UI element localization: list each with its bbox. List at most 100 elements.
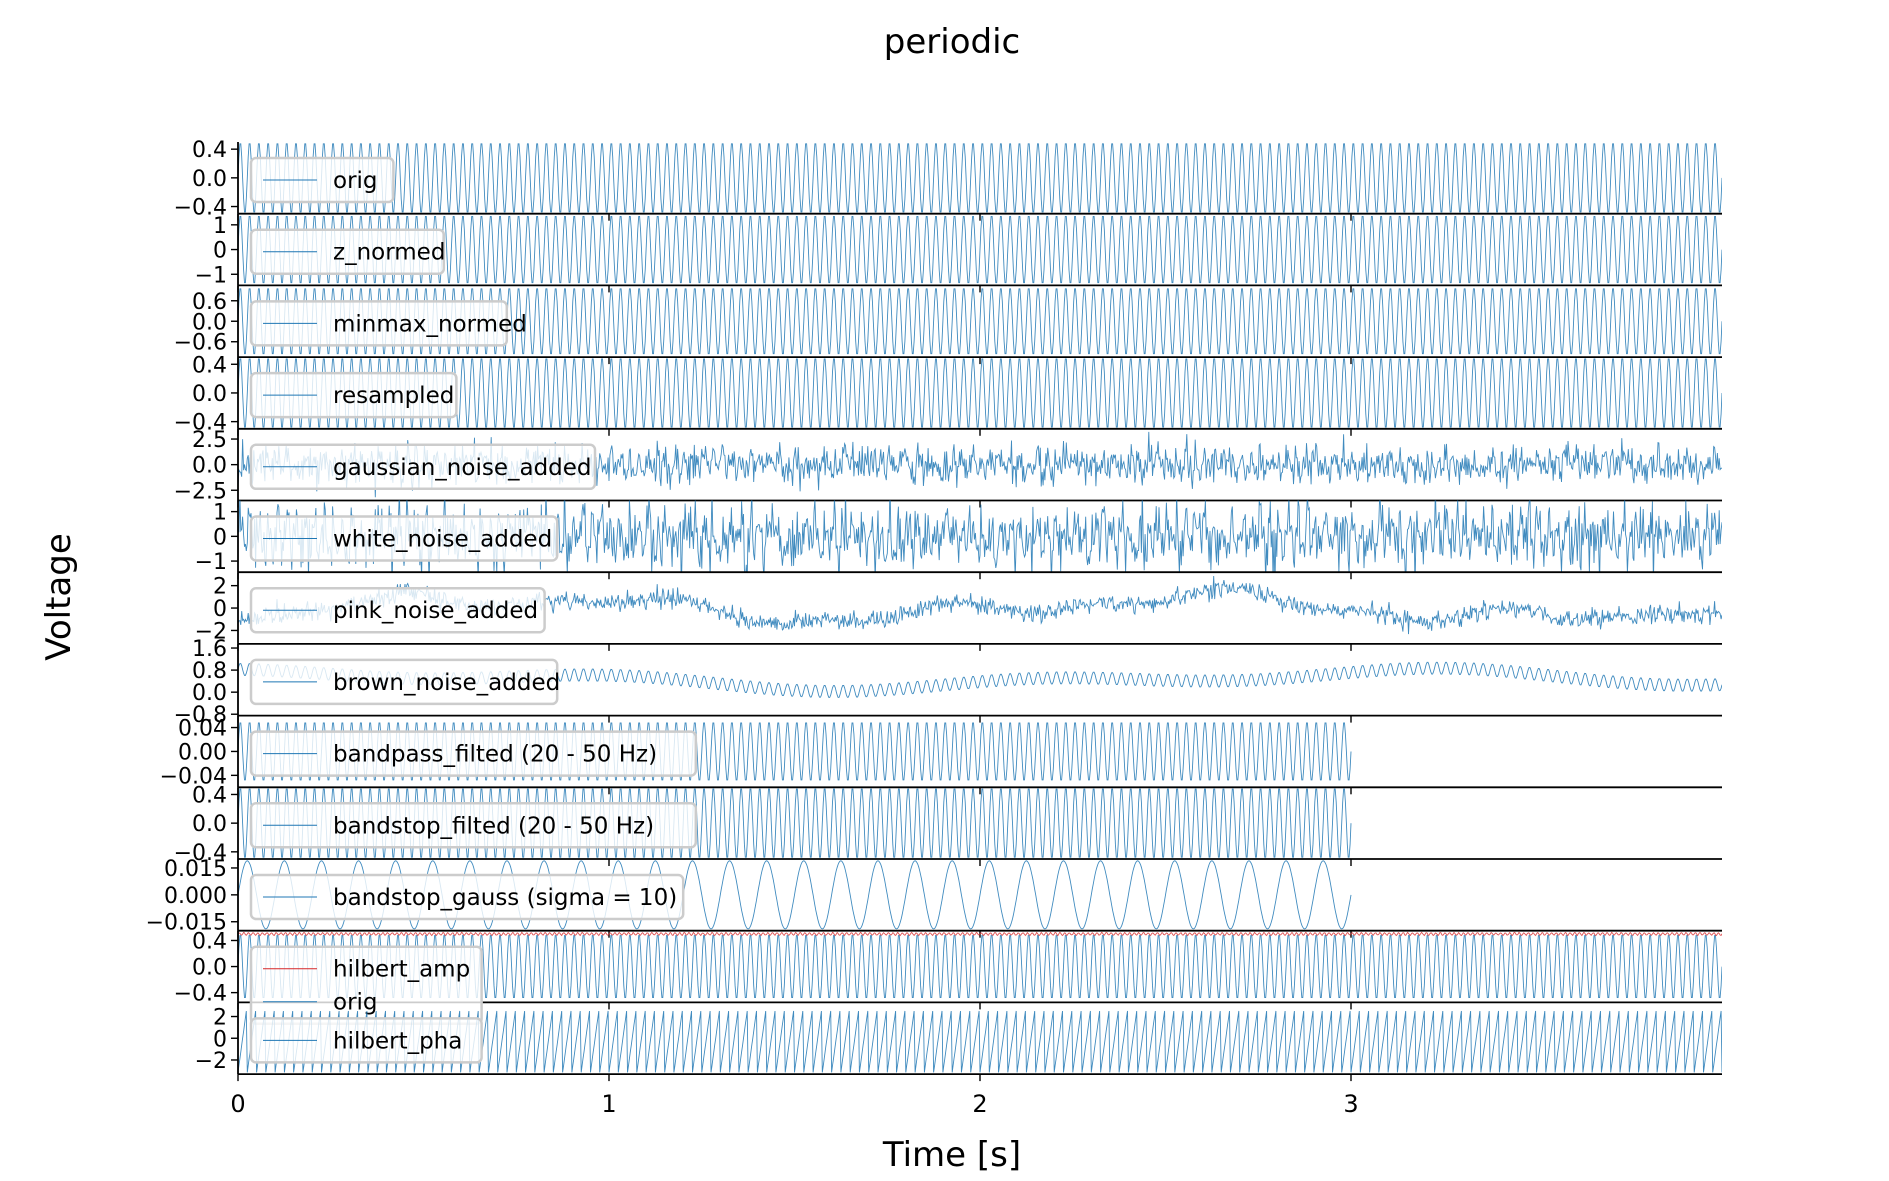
legend-frame: [249, 300, 509, 347]
panel-pink_noise_added: 20−2 pink_noise_added: [195, 572, 1722, 651]
x-tick-label: 0: [230, 1090, 245, 1118]
legend-resampled: resampled: [249, 371, 458, 419]
y-tick-label: −0.8: [174, 703, 227, 728]
y-tick-label: 0.04: [178, 717, 227, 742]
y-tick-label: 0.0: [192, 681, 227, 706]
legend-white_noise_added: white_noise_added: [249, 515, 559, 562]
panel-z_normed: 10−1 z_normed: [195, 213, 1722, 293]
y-tick-label: −0.04: [160, 764, 227, 789]
legend-bandstop_gauss: bandstop_gauss (sigma = 10): [249, 873, 685, 921]
y-tick-label: 2: [213, 575, 227, 600]
y-tick-label: 1.6: [192, 637, 227, 662]
legend-frame: [249, 515, 559, 562]
legend-minmax_normed: minmax_normed: [249, 300, 527, 347]
legend-label: brown_noise_added: [333, 670, 560, 696]
legend-frame: [249, 658, 559, 706]
y-tick-label: 1: [213, 214, 227, 239]
x-tick-label: 2: [972, 1090, 987, 1118]
y-tick-label: 2: [213, 1006, 227, 1031]
y-tick-label: 0.0: [192, 167, 227, 192]
y-tick-label: −1: [195, 550, 227, 575]
legend-label: pink_noise_added: [333, 598, 538, 624]
series-line-hilbert_amp: [238, 935, 1722, 998]
y-tick-label: 0.4: [192, 929, 227, 954]
legend-frame: [249, 873, 685, 921]
y-tick-label: −2: [195, 619, 227, 644]
x-tick-label: 1: [601, 1090, 616, 1118]
panel-minmax_normed: 0.60.0−0.6 minmax_normed: [174, 285, 1722, 365]
legend-label: z_normed: [333, 240, 445, 266]
legend-label: bandstop_filted (20 - 50 Hz): [333, 813, 654, 839]
legend-frame: [249, 228, 446, 275]
y-tick-label: 0.015: [164, 857, 227, 882]
series-line-z_normed: [238, 215, 1722, 284]
y-tick-label: −2.5: [174, 479, 227, 504]
legend-orig: orig: [249, 156, 395, 204]
panel-bandpass_filted: 0.040.00−0.04 bandpass_filted (20 - 50 Hz…: [160, 715, 1722, 795]
y-tick-label: −0.4: [174, 982, 227, 1007]
legend-label: orig: [333, 168, 378, 194]
y-tick-label: 0: [213, 525, 227, 550]
series-line-resampled: [238, 358, 1722, 428]
y-tick-label: −1: [195, 263, 227, 288]
legend-label: hilbert_pha: [333, 1028, 462, 1054]
y-tick-label: 0: [213, 597, 227, 622]
chart-title: periodic: [884, 22, 1020, 62]
legend-hilbert_pha: hilbert_pha: [249, 1017, 483, 1064]
y-tick-label: 0.0: [192, 812, 227, 837]
legend-z_normed: z_normed: [249, 228, 446, 275]
y-tick-label: −0.015: [146, 911, 227, 936]
legend-frame: [249, 586, 546, 634]
y-axis-label: Voltage: [39, 533, 79, 661]
y-tick-label: 0.0: [192, 454, 227, 479]
legend-frame: [249, 802, 698, 849]
y-tick-label: 0.8: [192, 659, 227, 684]
legend-label: resampled: [333, 383, 454, 409]
legend-label: minmax_normed: [333, 311, 527, 337]
legend-bandpass_filted: bandpass_filted (20 - 50 Hz): [249, 730, 698, 777]
y-tick-label: 0.0: [192, 310, 227, 335]
legend-label: bandstop_gauss (sigma = 10): [333, 885, 677, 911]
y-tick-label: 0.4: [192, 138, 227, 163]
legend-frame: [249, 443, 597, 491]
x-axis-label: Time [s]: [882, 1135, 1021, 1175]
legend-label: white_noise_added: [333, 527, 552, 553]
panels-group: 0.40.0−0.4orig10−1z_normed0.60.0−0.6minm…: [146, 138, 1722, 1082]
panel-resampled: 0.4 0.0 −0.4 resampled: [174, 353, 1722, 436]
y-tick-label: 0.4: [192, 783, 227, 808]
y-tick-label: 0: [213, 239, 227, 264]
y-tick-label: 0.0: [192, 382, 227, 407]
y-tick-label: 0.6: [192, 290, 227, 315]
legend-frame: [249, 730, 698, 777]
panel-orig: 0.4 0.0 −0.4 orig: [174, 138, 1722, 221]
legend-bandstop_filted: bandstop_filted (20 - 50 Hz): [249, 802, 698, 849]
panel-gaussian_noise_added: 2.50.0−2.5 gaussian_noise_added: [174, 428, 1722, 508]
legend-frame: [249, 1017, 483, 1064]
legend-pink_noise_added: pink_noise_added: [249, 586, 546, 634]
legend-label: bandpass_filted (20 - 50 Hz): [333, 742, 657, 768]
panel-brown_noise_added: 1.60.80.0−0.8 brown_noise_added: [174, 637, 1722, 728]
legend-label: orig: [333, 990, 378, 1016]
x-axis: 0 1 2 3: [230, 1090, 1358, 1118]
y-tick-label: 0.00: [178, 740, 227, 765]
series-line-minmax_normed: [238, 288, 1722, 355]
panel-hilbert_pha: 20−2 hilbert_pha: [195, 1002, 1722, 1082]
y-tick-label: 0.4: [192, 353, 227, 378]
x-tick-label: 3: [1343, 1090, 1358, 1118]
panel-white_noise_added: 10−1 white_noise_added: [195, 500, 1722, 580]
series-line-hilbert-envelope: [238, 931, 1722, 937]
panel-bandstop_filted: 0.4 0.0 −0.4 bandstop_filted (20 - 50 Hz): [174, 783, 1722, 866]
legend-label: hilbert_amp: [333, 957, 470, 983]
y-tick-label: 0.0: [192, 956, 227, 981]
y-tick-label: −0.6: [174, 331, 227, 356]
y-tick-label: 1: [213, 501, 227, 526]
y-tick-label: −0.4: [174, 411, 227, 436]
y-tick-label: 2.5: [192, 428, 227, 453]
legend-frame: [249, 156, 395, 204]
legend-gaussian_noise_added: gaussian_noise_added: [249, 443, 597, 491]
y-tick-label: −0.4: [174, 841, 227, 866]
series-line-hilbert_pha: [238, 1010, 1722, 1073]
